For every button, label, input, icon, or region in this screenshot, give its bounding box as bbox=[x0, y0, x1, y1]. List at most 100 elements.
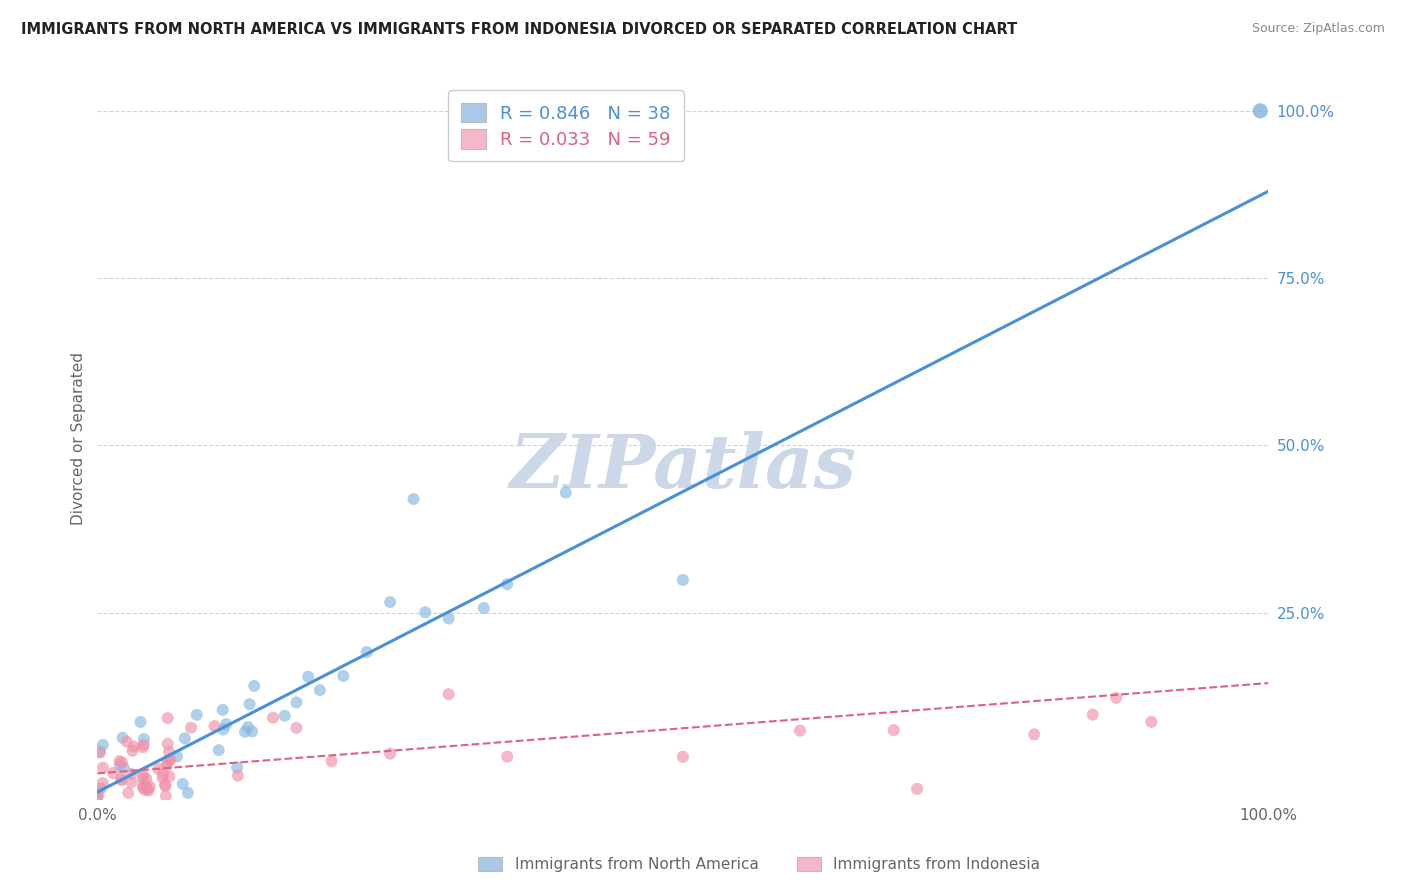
Point bbox=[111, 773, 134, 788]
Point bbox=[132, 768, 155, 782]
Y-axis label: Divorced or Separated: Divorced or Separated bbox=[72, 352, 86, 525]
Point bbox=[378, 747, 401, 761]
Point bbox=[262, 711, 284, 725]
Point bbox=[91, 776, 114, 790]
Point bbox=[112, 761, 135, 775]
Point bbox=[156, 711, 179, 725]
Point bbox=[177, 786, 200, 800]
Point bbox=[120, 767, 142, 781]
Point bbox=[226, 769, 249, 783]
Point bbox=[905, 781, 928, 796]
Point bbox=[883, 723, 905, 738]
Point bbox=[180, 721, 202, 735]
Text: ZIPatlas: ZIPatlas bbox=[509, 432, 856, 504]
Point bbox=[212, 723, 235, 737]
Point bbox=[1024, 727, 1046, 741]
Point bbox=[672, 749, 695, 764]
Point bbox=[157, 770, 180, 784]
Point bbox=[215, 717, 238, 731]
Point bbox=[472, 601, 495, 615]
Point bbox=[378, 595, 401, 609]
Point bbox=[157, 753, 180, 767]
Point bbox=[236, 720, 259, 734]
Point bbox=[129, 714, 152, 729]
Point bbox=[226, 760, 249, 774]
Point bbox=[134, 782, 156, 797]
Point bbox=[496, 577, 519, 591]
Point bbox=[91, 738, 114, 752]
Point bbox=[87, 789, 110, 804]
Point bbox=[156, 737, 179, 751]
Point bbox=[672, 573, 695, 587]
Point bbox=[87, 785, 110, 799]
Point bbox=[211, 703, 233, 717]
Point bbox=[89, 745, 111, 759]
Point bbox=[111, 756, 134, 770]
Point bbox=[108, 757, 131, 772]
Point bbox=[138, 783, 160, 797]
Point bbox=[1081, 707, 1104, 722]
Point bbox=[152, 771, 174, 785]
Point bbox=[166, 749, 188, 764]
Point bbox=[233, 724, 256, 739]
Point bbox=[132, 780, 155, 794]
Point bbox=[110, 772, 132, 786]
Point bbox=[155, 779, 177, 793]
Point bbox=[90, 781, 112, 796]
Point bbox=[120, 775, 142, 789]
Point bbox=[332, 669, 354, 683]
Text: IMMIGRANTS FROM NORTH AMERICA VS IMMIGRANTS FROM INDONESIA DIVORCED OR SEPARATED: IMMIGRANTS FROM NORTH AMERICA VS IMMIGRA… bbox=[21, 22, 1018, 37]
Point bbox=[139, 780, 162, 794]
Point bbox=[437, 611, 460, 625]
Point bbox=[135, 772, 157, 786]
Point bbox=[111, 731, 134, 745]
Point bbox=[243, 679, 266, 693]
Point bbox=[208, 743, 231, 757]
Point bbox=[321, 754, 343, 768]
Point bbox=[91, 761, 114, 775]
Point bbox=[131, 771, 153, 785]
Legend: Immigrants from North America, Immigrants from Indonesia: Immigrants from North America, Immigrant… bbox=[471, 849, 1047, 880]
Point bbox=[402, 491, 425, 506]
Point bbox=[173, 731, 195, 746]
Point bbox=[172, 777, 194, 791]
Point bbox=[1249, 103, 1271, 118]
Point bbox=[148, 762, 170, 776]
Point bbox=[136, 782, 159, 797]
Point bbox=[274, 708, 297, 723]
Point bbox=[297, 670, 319, 684]
Point bbox=[157, 745, 180, 759]
Point bbox=[115, 735, 138, 749]
Point bbox=[89, 746, 111, 760]
Point bbox=[789, 723, 811, 738]
Point bbox=[204, 719, 226, 733]
Point bbox=[437, 687, 460, 701]
Point bbox=[285, 721, 308, 735]
Point bbox=[117, 786, 139, 800]
Point bbox=[132, 778, 155, 792]
Point bbox=[1140, 714, 1163, 729]
Point bbox=[186, 707, 208, 722]
Point bbox=[496, 749, 519, 764]
Point bbox=[122, 739, 145, 754]
Text: Source: ZipAtlas.com: Source: ZipAtlas.com bbox=[1251, 22, 1385, 36]
Point bbox=[135, 779, 157, 793]
Point bbox=[156, 756, 179, 770]
Point bbox=[156, 759, 179, 773]
Point bbox=[152, 767, 174, 781]
Point bbox=[356, 645, 378, 659]
Legend: R = 0.846   N = 38, R = 0.033   N = 59: R = 0.846 N = 38, R = 0.033 N = 59 bbox=[449, 90, 683, 161]
Point bbox=[103, 766, 125, 780]
Point bbox=[240, 724, 263, 739]
Point bbox=[153, 778, 176, 792]
Point bbox=[132, 731, 155, 746]
Point bbox=[554, 485, 576, 500]
Point bbox=[108, 754, 131, 768]
Point bbox=[159, 752, 181, 766]
Point bbox=[239, 697, 262, 711]
Point bbox=[121, 744, 143, 758]
Point bbox=[285, 696, 308, 710]
Point bbox=[1105, 690, 1128, 705]
Point bbox=[86, 789, 108, 804]
Point bbox=[413, 605, 436, 619]
